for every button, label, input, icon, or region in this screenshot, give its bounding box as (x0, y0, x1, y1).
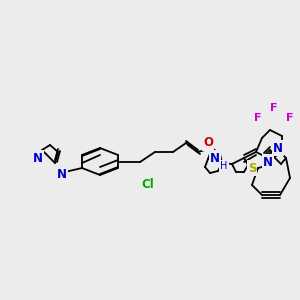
Text: N: N (57, 169, 67, 182)
Text: N: N (33, 152, 43, 164)
Text: N: N (210, 152, 220, 164)
Text: N: N (273, 142, 283, 154)
Text: F: F (270, 103, 278, 113)
Text: S: S (248, 161, 256, 175)
Text: O: O (203, 136, 213, 149)
Text: Cl: Cl (142, 178, 154, 191)
Text: F: F (254, 113, 262, 123)
Text: H: H (220, 161, 228, 171)
Text: F: F (286, 113, 294, 123)
Text: N: N (263, 155, 273, 169)
